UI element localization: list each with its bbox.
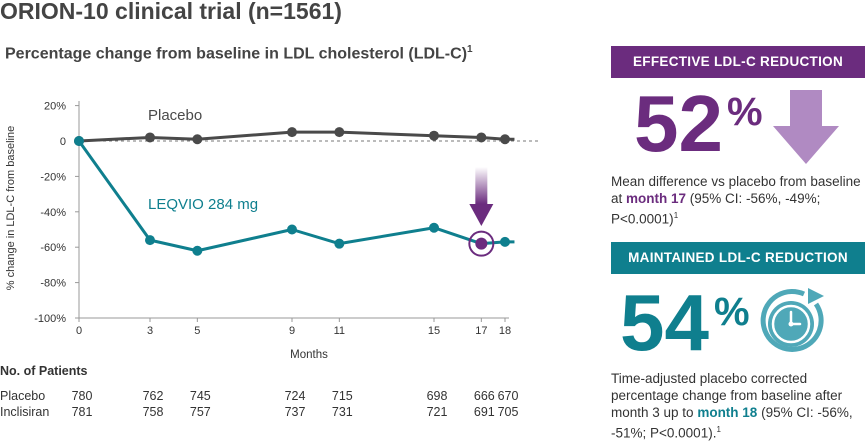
- patients-count: 757: [189, 405, 211, 419]
- patients-count: 781: [71, 405, 93, 419]
- patients-count: 780: [71, 389, 93, 403]
- x-tick-label: 9: [289, 325, 295, 337]
- x-tick-label: 17: [475, 325, 487, 337]
- down-arrow-icon: [773, 90, 839, 164]
- patients-count: 691: [473, 405, 495, 419]
- maintained-description: Time-adjusted placebo corrected percenta…: [611, 371, 853, 441]
- data-point: [287, 127, 297, 138]
- y-tick-label: -60%: [40, 242, 66, 254]
- y-tick-label: 0: [60, 136, 66, 148]
- data-point: [334, 238, 345, 249]
- x-tick-label: 11: [334, 325, 345, 337]
- data-point: [192, 245, 203, 256]
- patients-count: 721: [426, 405, 448, 419]
- patients-count: 758: [142, 405, 164, 419]
- y-tick-label: -80%: [40, 278, 66, 290]
- data-point: [334, 127, 345, 138]
- clock-icon: [760, 288, 824, 352]
- data-point: [429, 222, 439, 233]
- x-tick-label: 18: [499, 325, 511, 337]
- maintained-number: 54: [620, 278, 709, 367]
- data-point: [145, 132, 155, 143]
- patients-count: 698: [426, 389, 448, 403]
- x-axis-label: Months: [290, 349, 328, 361]
- patients-table: No. of Patients Placebo 780 762 745 724 715 69…: [0, 364, 518, 419]
- data-point: [145, 235, 155, 246]
- highlight-ring: [468, 230, 495, 257]
- highlight-arrow-shaft: [475, 167, 488, 204]
- y-axis-label: % change in LDL-C from baseline: [5, 126, 17, 290]
- data-point: [500, 134, 510, 145]
- patients-header: No. of Patients: [0, 364, 88, 378]
- patients-count: 737: [284, 405, 306, 419]
- y-tick-label: -20%: [40, 171, 66, 183]
- data-point: [74, 136, 84, 146]
- x-tick-label: 3: [147, 325, 153, 337]
- chart-subtitle: Percentage change from baseline in LDL c…: [5, 44, 473, 63]
- maintained-percent: %: [714, 290, 750, 334]
- maintained-banner: MAINTAINED LDL-C REDUCTION: [611, 242, 865, 274]
- series-line-1: [77, 140, 515, 253]
- patients-count: 666: [473, 389, 495, 403]
- data-point: [476, 132, 487, 143]
- data-point: [429, 130, 439, 141]
- patients-count: 731: [331, 405, 353, 419]
- data-point: [500, 236, 510, 247]
- effective-number: 52: [634, 79, 723, 168]
- x-tick-label: 0: [76, 325, 82, 337]
- patients-row: Placebo 780 762 745 724 715 698 666 670: [0, 389, 518, 403]
- effective-percent: %: [727, 90, 763, 134]
- data-point: [192, 134, 203, 145]
- patients-count: 715: [331, 389, 353, 403]
- patients-count: 745: [189, 389, 211, 403]
- series-label: LEQVIO 284 mg: [148, 196, 258, 213]
- effective-banner: EFFECTIVE LDL-C REDUCTION: [611, 46, 865, 78]
- patients-count: 670: [497, 389, 519, 403]
- y-tick-label: -100%: [34, 313, 66, 325]
- patients-count: 762: [142, 389, 164, 403]
- patients-count: 705: [497, 405, 519, 419]
- page-title: ORION-10 clinical trial (n=1561): [0, 0, 342, 24]
- data-point: [287, 224, 297, 235]
- patients-count: 724: [284, 389, 306, 403]
- patients-row-label: Inclisiran: [0, 405, 50, 419]
- patients-row-label: Placebo: [0, 389, 46, 403]
- x-tick-label: 15: [428, 325, 440, 337]
- y-tick-label: 20%: [44, 101, 66, 113]
- highlight-point: [475, 237, 488, 250]
- y-tick-label: -40%: [40, 207, 66, 219]
- highlight-arrow-head: [469, 204, 494, 226]
- patients-row: Inclisiran 781 758 757 737 731 721 691 705: [0, 405, 518, 419]
- effective-description: Mean difference vs placebo from baseline…: [611, 174, 861, 227]
- series-label: Placebo: [148, 107, 202, 124]
- x-tick-label: 5: [194, 325, 200, 337]
